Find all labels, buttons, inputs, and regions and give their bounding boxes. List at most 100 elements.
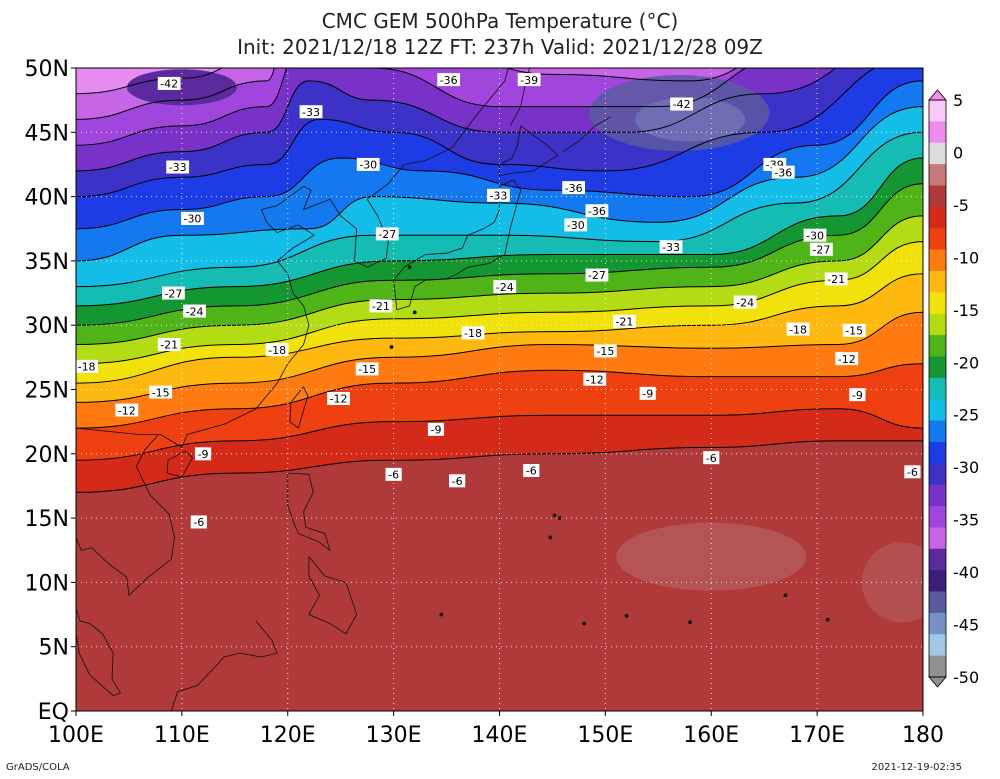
contour-label-bg [835,352,859,366]
contour-label: -21 [613,314,636,329]
contour-label: -30 [356,157,380,172]
contour-label-bg [157,337,181,351]
warm-patch [616,522,807,591]
contour-label: -21 [824,272,848,286]
contour-label: -21 [157,337,181,352]
colorbar-swatch [929,292,946,315]
contour-label-bg [299,105,323,119]
coastline [308,556,358,635]
colorbar-bottom-arrow [928,676,947,688]
contour-label: -9 [194,447,212,461]
contour-label-bg [670,97,694,111]
lat-tick-label: 10N [25,571,69,596]
contour-label-text: -42 [160,78,178,91]
colorbar-swatch [929,548,946,571]
contour-label-text: -24 [496,281,514,294]
island [552,513,557,518]
coastline [289,386,309,429]
contour-label: -27 [375,227,399,241]
contour-label-bg [356,157,380,171]
isotherm-line [76,440,923,493]
contour-label: -9 [427,422,445,437]
contour-label-bg [493,280,517,294]
contour-label-text: -18 [268,344,286,357]
isotherm-line [76,106,923,262]
contour-label-text: -15 [845,325,863,338]
contour-label-text: -21 [372,300,390,313]
colorbar-swatch [929,655,946,678]
contour-label-text: -24 [186,305,204,318]
contour-label-text: -9 [642,388,653,401]
colorbar-swatch [929,527,946,550]
lat-tick-label: 35N [25,250,69,275]
contour-label-bg [75,359,98,373]
isotherm-line [76,273,923,384]
contour-label-text: -33 [169,161,187,174]
colorbar-swatch [929,612,946,635]
contour-label-bg [183,304,206,318]
island [624,613,629,618]
lon-tick-label: 140E [472,723,528,748]
contour-label-bg [517,73,541,87]
contour-label-text: -30 [183,213,201,226]
lon-tick-label: 180 [902,723,944,748]
contour-label-text: -6 [388,469,399,482]
contour-label-bg [149,385,173,399]
contour-label-bg [157,76,181,90]
colorbar-label: -50 [953,668,979,687]
contour-label-bg [190,515,207,529]
contour-label-bg [461,326,485,340]
colorbar-label: -10 [953,248,979,267]
colorbar-swatch [929,100,946,122]
colorbar-swatch [929,634,946,657]
contour-label: -27 [585,268,609,282]
contour-label: -6 [523,464,540,478]
contour-label-text: -33 [302,106,320,119]
colorbar-label: -30 [953,458,979,477]
contour-label: -6 [190,515,207,529]
contour-label: -42 [670,97,694,111]
contour-label-bg [449,474,466,488]
lon-tick-label: 100E [48,723,104,748]
contour-labels: -42 -36 -39-42-33-33 -30 -39-36-36-33-36-30-… [75,73,921,529]
isotherm-line [76,215,923,345]
cold-core [635,97,746,142]
contour-label: -39 [517,73,541,87]
contour-label-bg [562,181,586,195]
contour-label: -15 [149,385,173,399]
map-title: CMC GEM 500hPa Temperature (°C) [321,9,679,33]
isotherm-line [76,68,747,146]
lat-tick-label: 30N [25,314,69,339]
colorbar-swatch [929,506,946,529]
colorbar-label: 0 [953,143,963,162]
island [389,345,394,349]
isotherm-line [76,157,923,307]
contour-label-bg [849,388,866,402]
contour-label-bg [659,240,683,254]
temperature-band [76,68,737,120]
colorbar-swatch [929,185,946,208]
contour-label: -36 [562,181,586,195]
colorbar-swatch [929,206,946,229]
colorbar-swatch [929,591,946,614]
lon-tick-label: 160E [683,723,739,748]
colorbar-frame [928,99,947,678]
contour-label-bg [162,286,185,300]
island [557,516,562,520]
colorbar-label: -20 [953,353,979,372]
contour-label-bg [194,447,212,461]
contour-label-bg [613,314,636,328]
timestamp-text: 2021-12-19-02:35 [871,762,962,773]
isotherm-line [76,131,923,288]
contour-label-text: -33 [662,241,680,254]
contour-label-text: -21 [827,273,845,286]
contour-label: -6 [449,474,466,488]
colorbar-swatch [929,313,946,336]
contour-label-bg [487,188,510,202]
contour-label-text: -36 [588,205,606,218]
contour-label: -36 [585,204,609,218]
coastline [562,116,611,152]
contour-label: -33 [166,160,190,174]
lat-tick-label: 40N [25,186,69,211]
